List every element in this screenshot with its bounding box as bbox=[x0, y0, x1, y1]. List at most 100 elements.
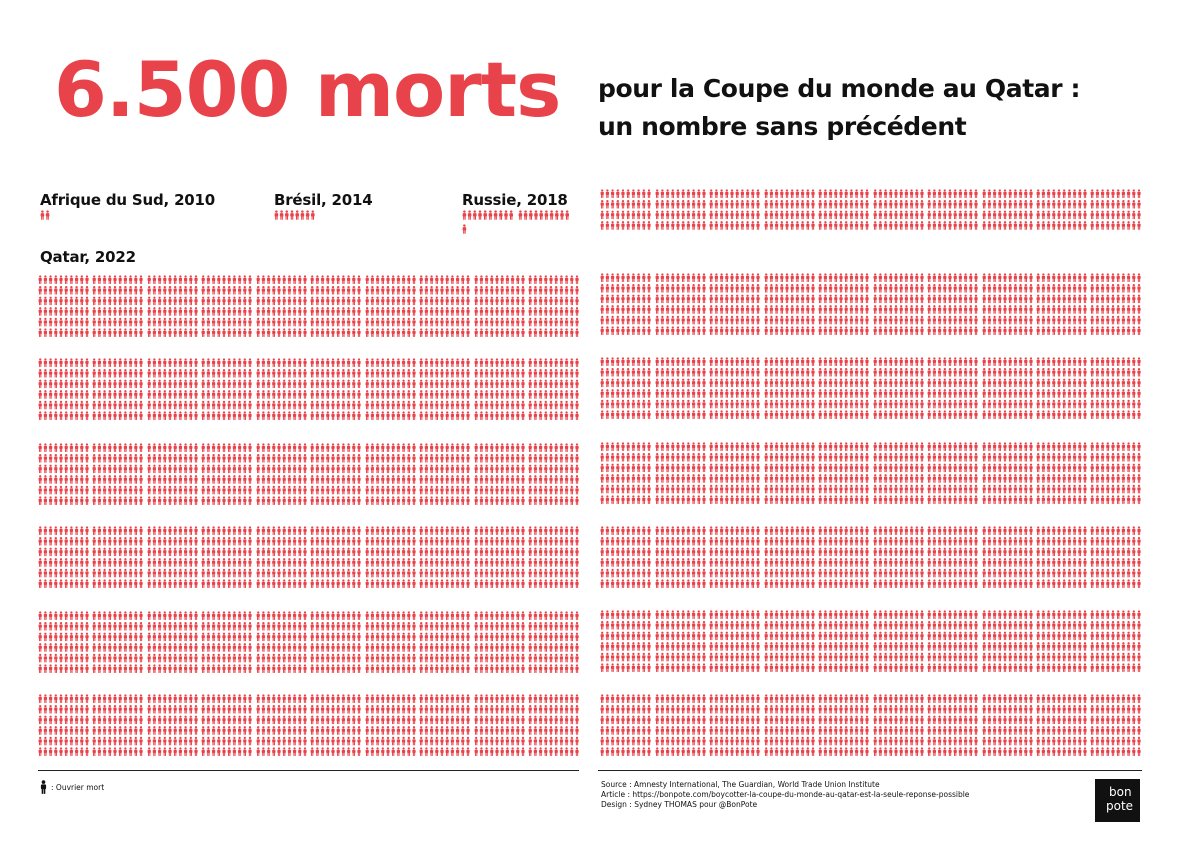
worker-block bbox=[709, 273, 760, 335]
worker-block bbox=[764, 610, 815, 672]
worker-block bbox=[1036, 694, 1087, 756]
worker-block bbox=[147, 443, 198, 505]
worker-block bbox=[655, 694, 706, 756]
worker-block bbox=[38, 443, 89, 505]
worker-block bbox=[201, 611, 252, 673]
worker-block bbox=[1036, 189, 1087, 230]
worker-block bbox=[927, 610, 978, 672]
credit-design: Design : Sydney THOMAS pour @BonPote bbox=[601, 800, 969, 810]
worker-block bbox=[600, 189, 651, 230]
worker-block bbox=[709, 357, 760, 419]
worker-block bbox=[528, 358, 579, 420]
worker-block bbox=[1090, 189, 1141, 230]
worker-block bbox=[764, 694, 815, 756]
worker-block bbox=[982, 273, 1033, 335]
worker-block bbox=[310, 275, 361, 337]
worker-block bbox=[147, 358, 198, 420]
worker-block bbox=[982, 357, 1033, 419]
worker-block bbox=[419, 526, 470, 588]
worker-block bbox=[310, 443, 361, 505]
worker-block bbox=[873, 610, 924, 672]
worker-block bbox=[92, 358, 143, 420]
worker-block bbox=[873, 442, 924, 504]
worker-block bbox=[1090, 610, 1141, 672]
worker-block bbox=[655, 442, 706, 504]
worker-block bbox=[419, 611, 470, 673]
worker-block bbox=[92, 275, 143, 337]
legend-text: : Ouvrier mort bbox=[51, 783, 104, 792]
worker-block bbox=[365, 526, 416, 588]
credit-source: Source : Amnesty International, The Guar… bbox=[601, 780, 969, 790]
credits: Source : Amnesty International, The Guar… bbox=[601, 780, 969, 810]
subtitle-line-1: pour la Coupe du monde au Qatar : bbox=[598, 70, 1080, 108]
worker-block bbox=[147, 275, 198, 337]
worker-block bbox=[709, 442, 760, 504]
worker-block bbox=[655, 189, 706, 230]
worker-block bbox=[201, 275, 252, 337]
worker-block bbox=[1036, 442, 1087, 504]
worker-block bbox=[147, 526, 198, 588]
worker-block bbox=[818, 357, 869, 419]
worker-icon bbox=[40, 780, 47, 794]
worker-block bbox=[419, 275, 470, 337]
main-title: 6.500 morts bbox=[54, 52, 561, 128]
worker-block bbox=[201, 526, 252, 588]
divider-left bbox=[38, 770, 579, 771]
worker-block bbox=[365, 611, 416, 673]
worker-block bbox=[873, 357, 924, 419]
worker-block bbox=[655, 273, 706, 335]
logo-line-1: bon bbox=[1109, 785, 1132, 799]
worker-block bbox=[256, 358, 307, 420]
worker-block bbox=[655, 357, 706, 419]
worker-block bbox=[927, 442, 978, 504]
worker-block bbox=[764, 442, 815, 504]
worker-block bbox=[256, 443, 307, 505]
worker-block bbox=[709, 526, 760, 588]
worker-block bbox=[600, 526, 651, 588]
worker-block bbox=[818, 189, 869, 230]
worker-block bbox=[764, 526, 815, 588]
worker-block bbox=[927, 273, 978, 335]
worker-block bbox=[38, 358, 89, 420]
subtitle-line-2: un nombre sans précédent bbox=[598, 108, 1080, 146]
worker-block bbox=[256, 611, 307, 673]
worker-block bbox=[474, 443, 525, 505]
worker-block bbox=[1036, 273, 1087, 335]
worker-block bbox=[818, 610, 869, 672]
worker-block bbox=[600, 273, 651, 335]
worker-block bbox=[764, 273, 815, 335]
worker-block bbox=[528, 275, 579, 337]
worker-block bbox=[1036, 610, 1087, 672]
worker-block bbox=[655, 526, 706, 588]
worker-block bbox=[709, 189, 760, 230]
worker-block bbox=[600, 694, 651, 756]
worker-block bbox=[709, 694, 760, 756]
worker-block bbox=[92, 694, 143, 756]
worker-block bbox=[310, 526, 361, 588]
worker-block bbox=[1090, 694, 1141, 756]
worker-block bbox=[365, 443, 416, 505]
worker-block bbox=[600, 357, 651, 419]
worker-block bbox=[873, 189, 924, 230]
legend: : Ouvrier mort bbox=[40, 780, 104, 794]
worker-block bbox=[201, 694, 252, 756]
worker-block bbox=[92, 526, 143, 588]
worker-block bbox=[147, 611, 198, 673]
worker-block bbox=[92, 611, 143, 673]
logo-line-2: pote bbox=[1106, 799, 1133, 813]
worker-block bbox=[709, 610, 760, 672]
worker-block bbox=[600, 610, 651, 672]
worker-block bbox=[818, 526, 869, 588]
worker-block bbox=[256, 694, 307, 756]
worker-block bbox=[982, 442, 1033, 504]
worker-block bbox=[92, 443, 143, 505]
worker-block bbox=[927, 694, 978, 756]
worker-block bbox=[528, 611, 579, 673]
worker-block bbox=[310, 611, 361, 673]
worker-block bbox=[474, 275, 525, 337]
worker-block bbox=[365, 275, 416, 337]
worker-block bbox=[818, 273, 869, 335]
worker-block bbox=[927, 189, 978, 230]
worker-block bbox=[1090, 526, 1141, 588]
worker-block bbox=[528, 443, 579, 505]
